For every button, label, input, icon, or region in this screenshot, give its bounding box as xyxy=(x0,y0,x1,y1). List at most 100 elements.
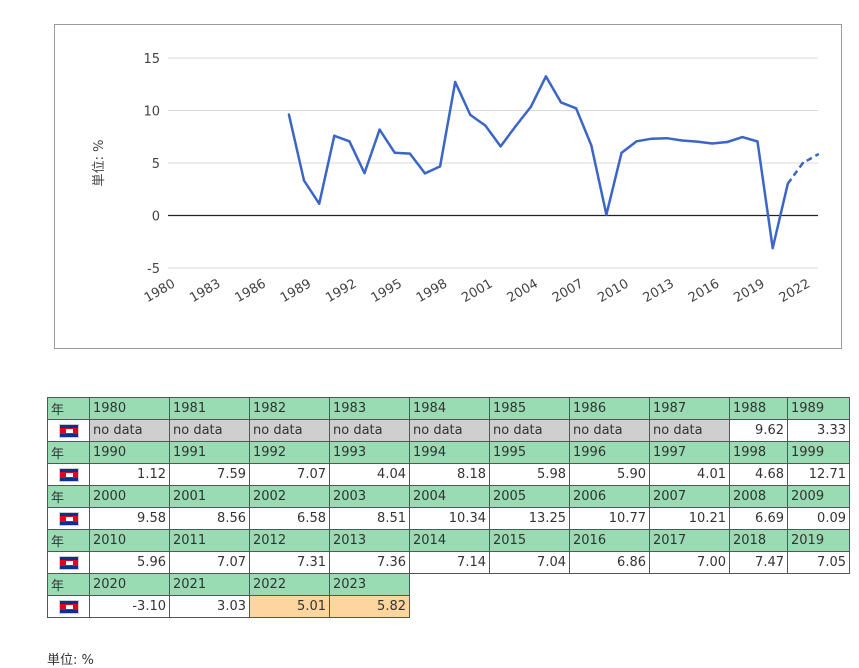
data-point xyxy=(559,101,563,104)
value-cell: 7.00 xyxy=(649,551,730,574)
value-cell: 9.58 xyxy=(89,507,170,530)
empty-cell xyxy=(788,574,850,596)
year-cell: 1983 xyxy=(329,397,410,420)
value-cell: 7.04 xyxy=(489,551,570,574)
year-cell: 1998 xyxy=(729,441,788,464)
data-point xyxy=(469,113,472,117)
year-cell: 1991 xyxy=(169,441,250,464)
year-cell: 1997 xyxy=(649,441,730,464)
value-cell: 0.09 xyxy=(787,507,850,530)
value-row: 1.12 7.59 7.07 4.04 8.18 5.98 5.90 4.01 4.68 12.7… xyxy=(47,463,850,486)
year-cell: 1982 xyxy=(249,397,330,420)
cambodia-flag-icon xyxy=(58,511,79,526)
data-point xyxy=(574,107,578,110)
no-data-cell: no data xyxy=(489,419,570,442)
year-cell: 2021 xyxy=(169,573,250,596)
year-header-cell: 年 xyxy=(47,441,90,464)
year-cell: 1980 xyxy=(89,397,170,420)
year-cell: 1999 xyxy=(787,441,850,464)
data-point xyxy=(484,124,487,127)
year-cell: 1993 xyxy=(329,441,410,464)
no-data-cell: no data xyxy=(569,419,650,442)
data-point xyxy=(756,140,759,143)
empty-cell xyxy=(570,596,650,618)
data-point xyxy=(620,151,623,155)
value-cell: 7.05 xyxy=(787,551,850,574)
year-cell: 1987 xyxy=(649,397,730,420)
x-tick-label: 1986 xyxy=(233,276,269,306)
value-cell: 13.25 xyxy=(489,507,570,530)
year-row: 年 2010 2011 2012 2013 2014 2015 2016 2017 2018 201… xyxy=(47,529,850,552)
value-cell: 7.07 xyxy=(249,463,330,486)
cambodia-flag-icon xyxy=(58,467,79,482)
no-data-cell: no data xyxy=(409,419,490,442)
data-point xyxy=(408,152,412,155)
data-point xyxy=(741,135,744,139)
year-cell: 2019 xyxy=(787,529,850,552)
flag-cell xyxy=(47,419,90,442)
year-cell: 2000 xyxy=(89,485,170,508)
x-tick-label: 2007 xyxy=(550,276,586,306)
value-cell: 8.51 xyxy=(329,507,410,530)
no-data-cell: no data xyxy=(329,419,410,442)
value-cell: 7.14 xyxy=(409,551,490,574)
empty-cell xyxy=(730,596,788,618)
year-cell: 2012 xyxy=(249,529,330,552)
no-data-cell: no data xyxy=(649,419,730,442)
data-point xyxy=(544,75,548,78)
data-point xyxy=(801,161,805,165)
value-cell: 3.33 xyxy=(787,419,850,442)
value-cell: 4.68 xyxy=(729,463,788,486)
x-tick-label: 1980 xyxy=(142,276,178,306)
year-cell: 2014 xyxy=(409,529,490,552)
y-tick-label: 0 xyxy=(152,210,160,225)
value-cell: 8.18 xyxy=(409,463,490,486)
value-cell: 7.59 xyxy=(169,463,250,486)
year-row: 年 1980 1981 1982 1983 1984 1985 1986 1987 1988 198… xyxy=(47,397,850,420)
data-point xyxy=(454,80,457,84)
y-axis-label: 単位: % xyxy=(91,140,107,187)
value-cell: 5.98 xyxy=(489,463,570,486)
year-cell: 2005 xyxy=(489,485,570,508)
y-tick-label: 15 xyxy=(143,52,160,67)
series-line-estimate xyxy=(786,153,819,185)
value-cell: 7.36 xyxy=(329,551,410,574)
value-cell: 5.01 xyxy=(249,595,330,618)
data-point xyxy=(726,140,729,144)
value-row: no data no data no data no data no data no da… xyxy=(47,419,850,442)
cambodia-flag-icon xyxy=(58,555,79,570)
value-cell: 7.31 xyxy=(249,551,330,574)
empty-cell xyxy=(410,574,490,596)
x-tick-label: 1983 xyxy=(187,276,223,306)
data-point xyxy=(423,172,427,175)
year-cell: 2016 xyxy=(569,529,650,552)
year-cell: 2009 xyxy=(787,485,850,508)
x-tick-label: 2001 xyxy=(459,276,495,306)
data-point xyxy=(514,124,517,128)
data-point xyxy=(302,179,306,182)
flag-cell xyxy=(47,463,90,486)
value-cell: 6.86 xyxy=(569,551,650,574)
value-cell: 12.71 xyxy=(787,463,850,486)
year-cell: 1994 xyxy=(409,441,490,464)
x-tick-label: 1998 xyxy=(414,276,450,306)
series-line xyxy=(287,75,790,250)
x-tick-label: 1989 xyxy=(278,276,314,306)
value-row: 9.58 8.56 6.58 8.51 10.34 13.25 10.77 10.21 6.69… xyxy=(47,507,850,530)
year-row: 年 2000 2001 2002 2003 2004 2005 2006 2007 2008 200… xyxy=(47,485,850,508)
year-cell: 2023 xyxy=(329,573,410,596)
value-cell: 5.90 xyxy=(569,463,650,486)
empty-cell xyxy=(730,574,788,596)
data-point xyxy=(499,145,502,148)
value-cell: 4.01 xyxy=(649,463,730,486)
data-point xyxy=(650,137,653,140)
value-cell: 9.62 xyxy=(729,419,788,442)
value-cell: 1.12 xyxy=(89,463,170,486)
year-cell: 1995 xyxy=(489,441,570,464)
data-point xyxy=(363,171,366,175)
empty-cell xyxy=(490,574,570,596)
cambodia-flag-icon xyxy=(58,423,79,438)
year-cell: 1996 xyxy=(569,441,650,464)
x-tick-label: 2016 xyxy=(686,276,722,306)
value-cell: 7.07 xyxy=(169,551,250,574)
